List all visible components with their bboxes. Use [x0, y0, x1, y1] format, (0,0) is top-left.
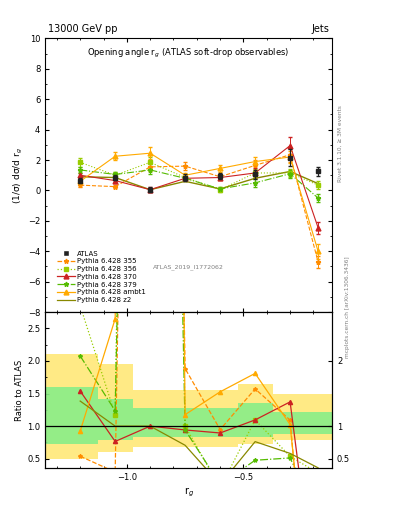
Text: Opening angle r$_g$ (ATLAS soft-drop observables): Opening angle r$_g$ (ATLAS soft-drop obs… — [88, 47, 290, 60]
Legend: ATLAS, Pythia 6.428 355, Pythia 6.428 356, Pythia 6.428 370, Pythia 6.428 379, P: ATLAS, Pythia 6.428 355, Pythia 6.428 35… — [54, 248, 149, 306]
X-axis label: r$_g$: r$_g$ — [184, 485, 194, 499]
Text: 13000 GeV pp: 13000 GeV pp — [48, 24, 118, 34]
Y-axis label: Ratio to ATLAS: Ratio to ATLAS — [15, 359, 24, 421]
Text: Rivet 3.1.10, ≥ 3M events: Rivet 3.1.10, ≥ 3M events — [338, 105, 342, 182]
Y-axis label: (1/σ) dσ/d r$_g$: (1/σ) dσ/d r$_g$ — [12, 147, 25, 204]
Text: Jets: Jets — [311, 24, 329, 34]
Text: ATLAS_2019_I1772062: ATLAS_2019_I1772062 — [153, 264, 224, 270]
Text: mcplots.cern.ch [arXiv:1306.3436]: mcplots.cern.ch [arXiv:1306.3436] — [345, 257, 350, 358]
